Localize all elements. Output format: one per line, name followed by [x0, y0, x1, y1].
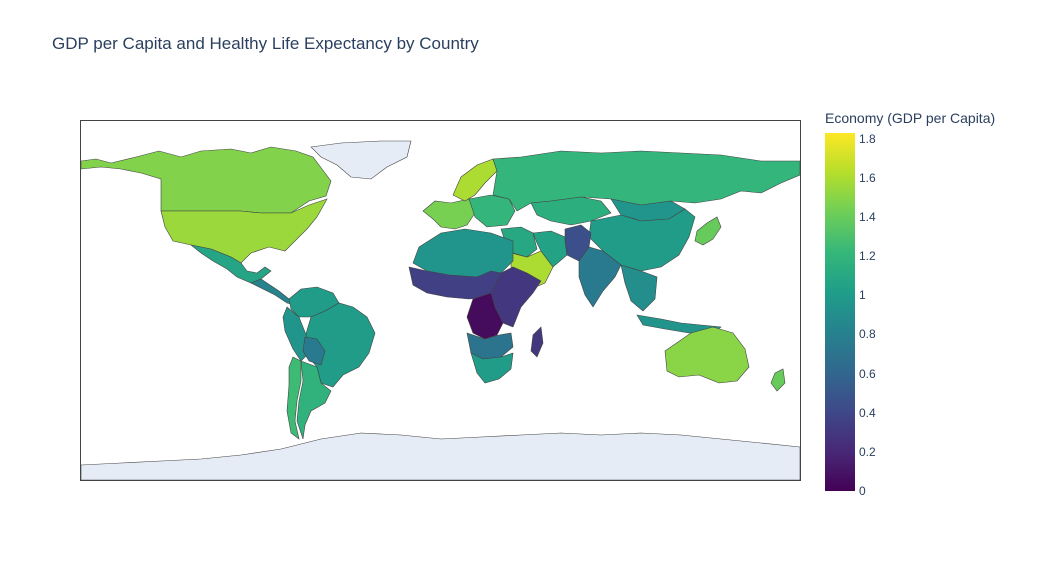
country-region-western-europe[interactable]: Western Europe — [422, 198, 476, 230]
country-region-canada[interactable]: Canada — [81, 146, 332, 214]
colorbar-tick: 1 — [859, 288, 866, 303]
country-region-japan-korea[interactable]: Japan / Korea — [694, 216, 722, 246]
colorbar-tick: 0.4 — [859, 405, 876, 420]
country-region-north-africa[interactable]: North Africa — [412, 228, 514, 278]
country-region-mexico[interactable]: Mexico — [190, 244, 272, 284]
country-region-central-america[interactable]: Central America — [250, 278, 296, 306]
colorbar-title: Economy (GDP per Capita) — [825, 110, 996, 126]
country-region-chile[interactable]: Chile — [286, 356, 302, 440]
country-region-kazakhstan[interactable]: Kazakhstan — [530, 196, 612, 226]
country-region-russia[interactable]: Russia — [492, 150, 800, 212]
country-region-india[interactable]: India — [578, 246, 622, 308]
region-no-data-antarctica — [81, 432, 800, 480]
country-region-bolivia[interactable]: Bolivia — [302, 336, 326, 366]
country-region-southern-africa[interactable]: Southern Africa — [470, 352, 514, 384]
map-frame[interactable]: CanadaUnited StatesMexicoCentral America… — [80, 120, 801, 481]
country-region-iran[interactable]: Iran — [532, 230, 568, 268]
country-region-new-zealand[interactable]: New Zealand — [770, 368, 786, 392]
region-no-data-greenland — [310, 140, 412, 180]
chart-title: GDP per Capita and Healthy Life Expectan… — [52, 34, 479, 53]
colorbar-tick: 1.6 — [859, 170, 876, 185]
colorbar — [825, 133, 855, 491]
colorbar-tick: 0.6 — [859, 366, 876, 381]
colorbar-tick: 0.8 — [859, 327, 876, 342]
colorbar-tick: 1.8 — [859, 131, 876, 146]
world-map[interactable]: CanadaUnited StatesMexicoCentral America… — [81, 121, 800, 480]
country-region-dr-congo[interactable]: DR Congo — [466, 292, 504, 340]
country-region-eastern-europe[interactable]: Eastern Europe — [468, 194, 516, 228]
colorbar-tick: 1.4 — [859, 210, 876, 225]
country-region-australia[interactable]: Australia — [664, 326, 750, 384]
country-region-madagascar[interactable]: Madagascar — [530, 326, 544, 358]
colorbar-tick: 0 — [859, 484, 866, 498]
country-region-southeast-asia[interactable]: Southeast Asia — [620, 264, 658, 312]
colorbar-tick: 1.2 — [859, 249, 876, 264]
country-region-scandinavia[interactable]: Scandinavia — [452, 158, 498, 202]
colorbar-tick: 0.2 — [859, 444, 876, 459]
country-region-argentina[interactable]: Argentina — [296, 360, 332, 440]
